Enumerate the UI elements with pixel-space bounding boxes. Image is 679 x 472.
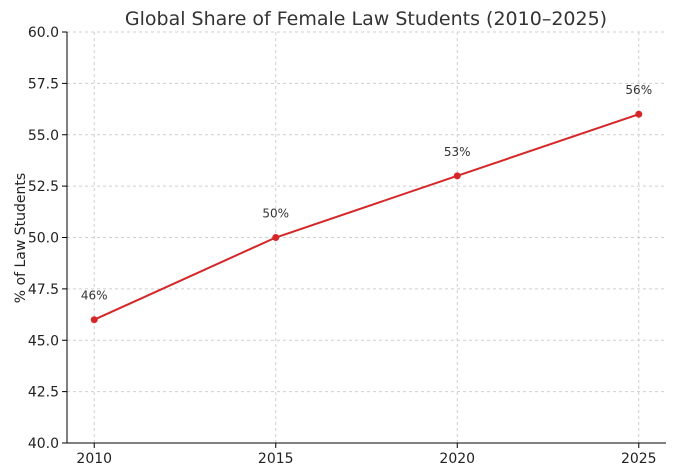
- data-labels: 46% 50% 53% 56%: [81, 83, 652, 303]
- data-point: [272, 234, 280, 241]
- y-tick-label: 50.0: [28, 231, 59, 247]
- y-tick-label: 47.5: [28, 282, 59, 298]
- data-point: [90, 316, 98, 324]
- data-series: [90, 110, 643, 324]
- data-label: 46%: [81, 289, 108, 303]
- data-label: 50%: [262, 207, 289, 221]
- y-tick-label: 45.0: [28, 333, 59, 349]
- y-tick-label: 60.0: [28, 25, 59, 41]
- data-label: 53%: [444, 145, 471, 159]
- data-point: [635, 110, 643, 118]
- x-tick-label: 2010: [76, 451, 112, 467]
- x-tick-label: 2020: [439, 451, 475, 467]
- axes: [66, 32, 666, 444]
- data-point: [453, 172, 461, 180]
- y-tick-label: 55.0: [28, 128, 59, 144]
- y-tick-label: 42.5: [28, 385, 59, 401]
- x-tick-label: 2015: [258, 451, 294, 467]
- series-line: [93, 113, 640, 321]
- y-tick-label: 40.0: [28, 436, 59, 452]
- x-tick-label: 2025: [621, 451, 657, 467]
- chart-title: Global Share of Female Law Students (201…: [125, 8, 607, 30]
- y-tick-label: 57.5: [28, 76, 59, 92]
- y-axis-label: % of Law Students: [13, 173, 29, 303]
- grid-lines: [67, 31, 666, 444]
- tick-marks: 40.0 42.5 45.0 47.5 50.0 52.5 55.0 57.5 60.0 2010…: [28, 25, 657, 467]
- y-tick-label: 52.5: [28, 179, 59, 195]
- data-label: 56%: [625, 83, 652, 97]
